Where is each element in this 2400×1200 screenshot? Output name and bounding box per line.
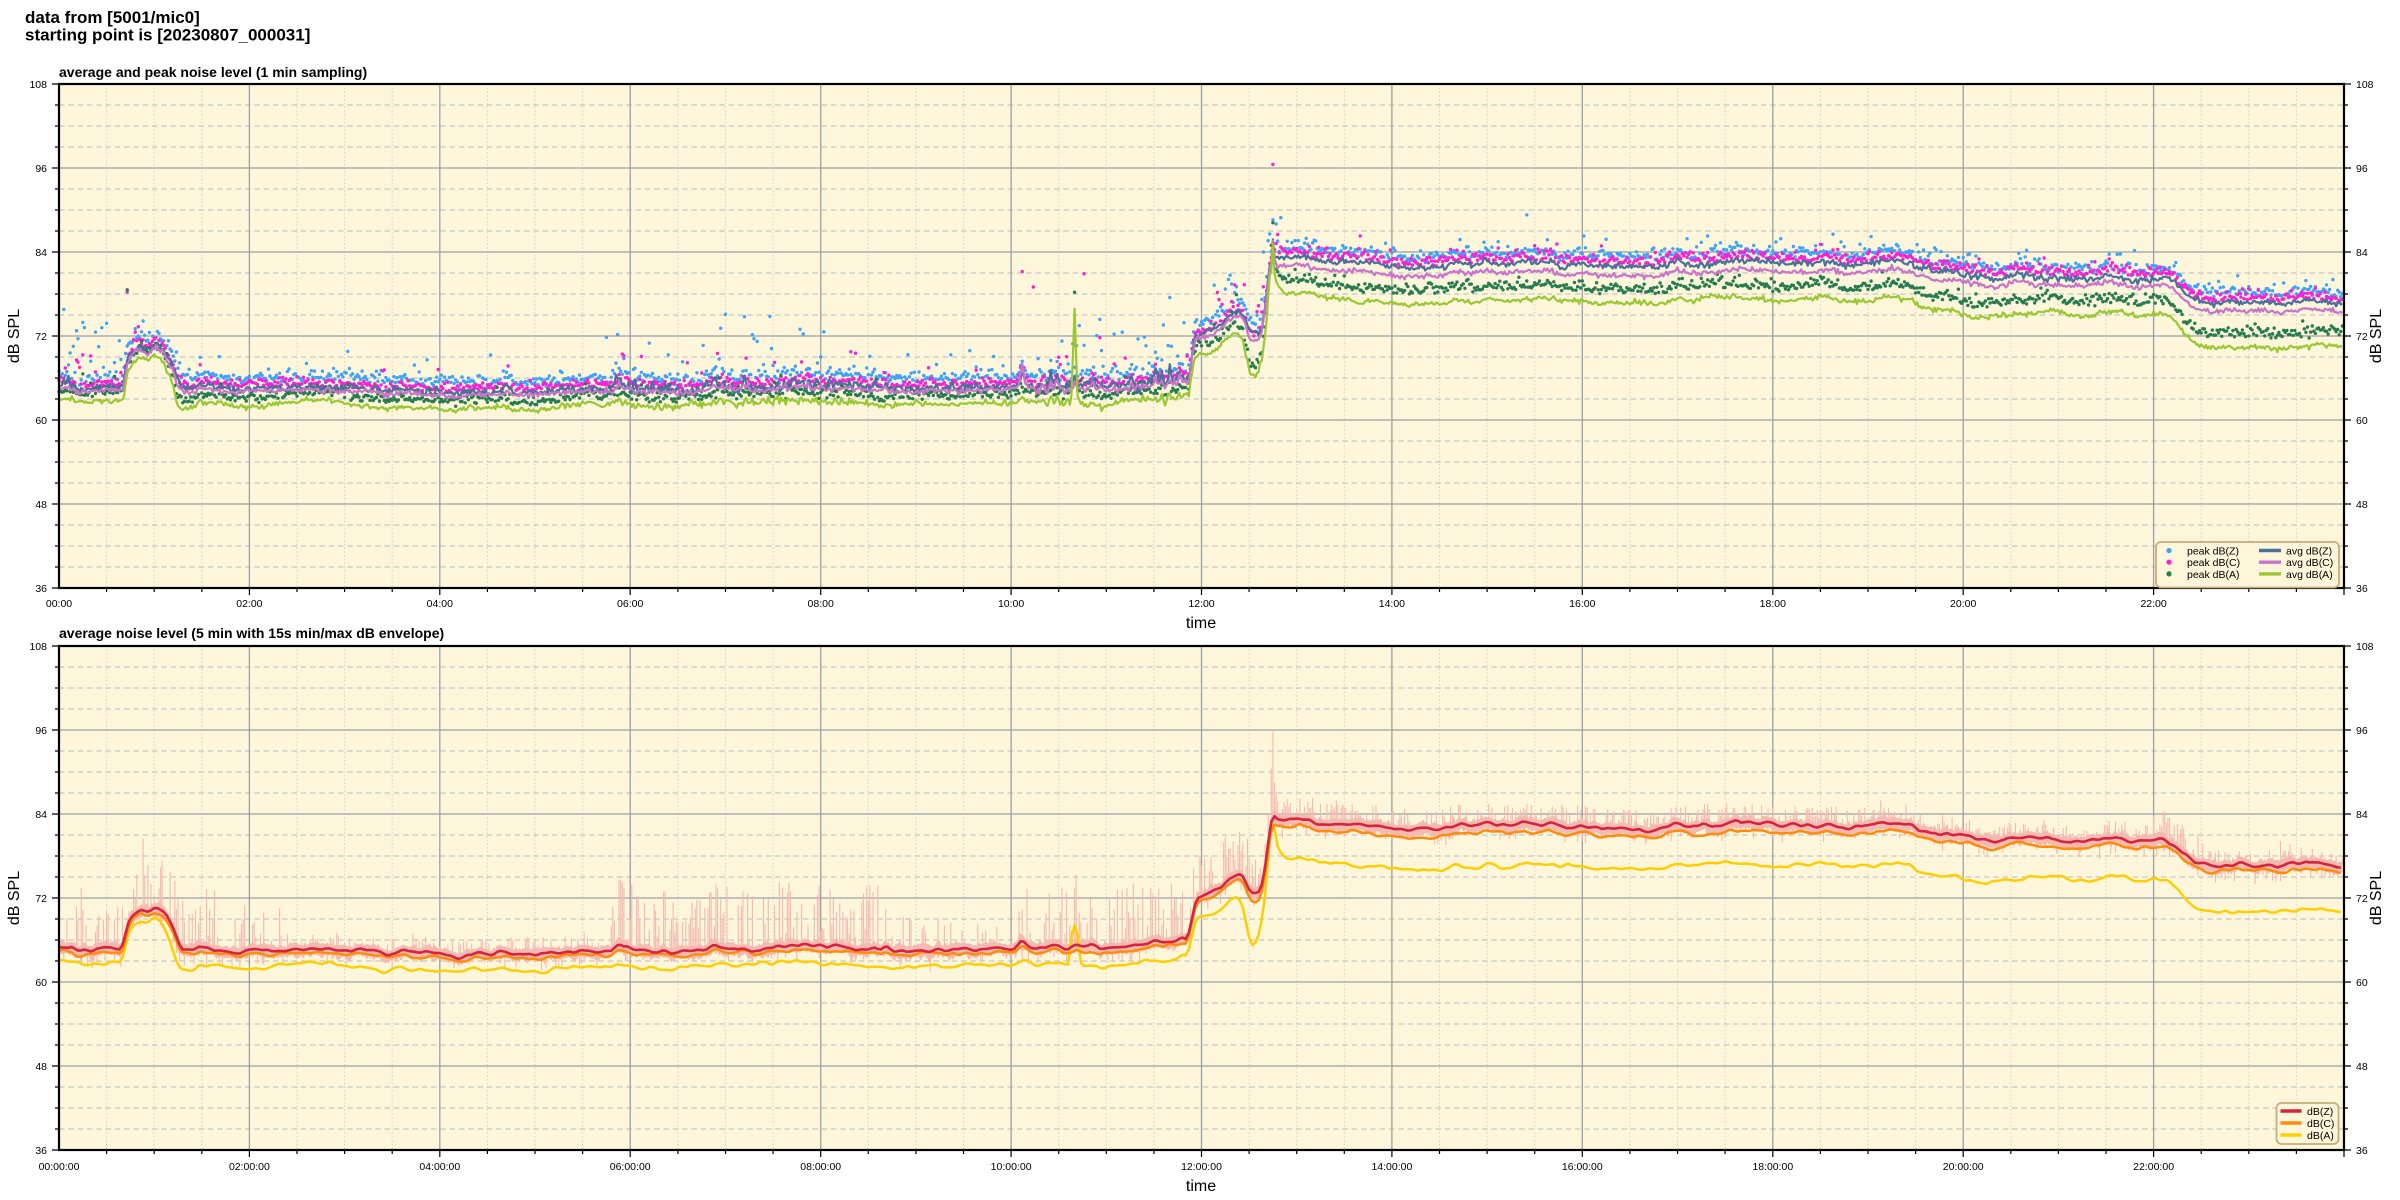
svg-text:14:00: 14:00 — [1379, 598, 1405, 610]
svg-text:time: time — [1186, 1178, 1216, 1195]
svg-text:48: 48 — [35, 1061, 47, 1073]
svg-text:peak dB(A): peak dB(A) — [2187, 569, 2240, 581]
svg-text:16:00:00: 16:00:00 — [1562, 1161, 1603, 1173]
svg-text:72: 72 — [35, 893, 47, 905]
svg-text:36: 36 — [35, 1145, 47, 1157]
svg-text:18:00: 18:00 — [1760, 598, 1786, 610]
svg-text:12:00: 12:00 — [1188, 598, 1214, 610]
svg-text:dB(Z): dB(Z) — [2307, 1106, 2333, 1118]
svg-text:36: 36 — [35, 583, 47, 595]
svg-text:10:00:00: 10:00:00 — [991, 1161, 1032, 1173]
svg-text:96: 96 — [2356, 725, 2368, 737]
svg-text:96: 96 — [35, 725, 47, 737]
svg-text:00:00:00: 00:00:00 — [39, 1161, 80, 1173]
svg-text:dB SPL: dB SPL — [6, 871, 23, 925]
svg-text:60: 60 — [35, 415, 47, 427]
svg-text:84: 84 — [35, 247, 47, 259]
svg-text:04:00:00: 04:00:00 — [419, 1161, 460, 1173]
svg-text:06:00: 06:00 — [617, 598, 643, 610]
svg-text:avg dB(C): avg dB(C) — [2286, 557, 2333, 569]
svg-text:dB(C): dB(C) — [2307, 1118, 2334, 1130]
svg-text:20:00: 20:00 — [1950, 598, 1976, 610]
svg-text:dB(A): dB(A) — [2307, 1130, 2334, 1142]
svg-text:dB SPL: dB SPL — [6, 309, 23, 363]
svg-text:108: 108 — [29, 79, 47, 91]
svg-text:12:00:00: 12:00:00 — [1181, 1161, 1222, 1173]
svg-text:84: 84 — [2356, 809, 2368, 821]
svg-text:10:00: 10:00 — [998, 598, 1024, 610]
svg-text:average noise level (5 min wit: average noise level (5 min with 15s min/… — [59, 625, 444, 641]
svg-text:peak dB(C): peak dB(C) — [2187, 557, 2240, 569]
svg-text:60: 60 — [2356, 415, 2368, 427]
svg-text:data from [5001/mic0]: data from [5001/mic0] — [25, 8, 200, 27]
svg-text:time: time — [1186, 615, 1216, 632]
svg-text:average and peak noise level (: average and peak noise level (1 min samp… — [59, 64, 367, 80]
svg-text:avg dB(A): avg dB(A) — [2286, 569, 2333, 581]
svg-text:18:00:00: 18:00:00 — [1752, 1161, 1793, 1173]
svg-text:96: 96 — [35, 163, 47, 175]
svg-text:22:00: 22:00 — [2140, 598, 2166, 610]
svg-text:84: 84 — [2356, 247, 2368, 259]
svg-text:avg dB(Z): avg dB(Z) — [2286, 546, 2332, 558]
svg-text:14:00:00: 14:00:00 — [1371, 1161, 1412, 1173]
svg-text:108: 108 — [2356, 79, 2374, 91]
svg-text:36: 36 — [2356, 1145, 2368, 1157]
svg-text:peak dB(Z): peak dB(Z) — [2187, 546, 2239, 558]
svg-text:48: 48 — [35, 499, 47, 511]
svg-text:00:00: 00:00 — [46, 598, 72, 610]
svg-text:06:00:00: 06:00:00 — [610, 1161, 651, 1173]
svg-text:60: 60 — [2356, 977, 2368, 989]
svg-text:08:00:00: 08:00:00 — [800, 1161, 841, 1173]
svg-text:16:00: 16:00 — [1569, 598, 1595, 610]
svg-text:72: 72 — [2356, 331, 2368, 343]
svg-text:96: 96 — [2356, 163, 2368, 175]
svg-text:dB SPL: dB SPL — [2368, 309, 2385, 363]
svg-text:72: 72 — [35, 331, 47, 343]
svg-text:36: 36 — [2356, 583, 2368, 595]
svg-text:48: 48 — [2356, 1061, 2368, 1073]
svg-text:04:00: 04:00 — [427, 598, 453, 610]
svg-text:22:00:00: 22:00:00 — [2133, 1161, 2174, 1173]
svg-text:starting point is [20230807_00: starting point is [20230807_000031] — [25, 26, 310, 45]
svg-text:02:00: 02:00 — [236, 598, 262, 610]
svg-text:108: 108 — [29, 641, 47, 653]
svg-text:72: 72 — [2356, 893, 2368, 905]
svg-text:60: 60 — [35, 977, 47, 989]
svg-text:108: 108 — [2356, 641, 2374, 653]
svg-text:08:00: 08:00 — [808, 598, 834, 610]
svg-text:02:00:00: 02:00:00 — [229, 1161, 270, 1173]
svg-text:dB SPL: dB SPL — [2368, 871, 2385, 925]
svg-text:84: 84 — [35, 809, 47, 821]
svg-text:48: 48 — [2356, 499, 2368, 511]
svg-text:20:00:00: 20:00:00 — [1943, 1161, 1984, 1173]
